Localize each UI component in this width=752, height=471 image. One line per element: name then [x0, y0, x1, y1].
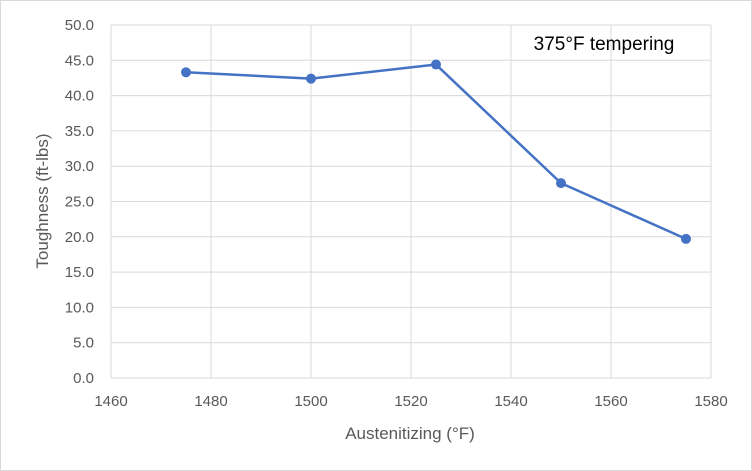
chart-annotation: 375°F tempering	[534, 34, 675, 55]
x-tick-label: 1580	[694, 393, 727, 410]
series-layer	[181, 59, 691, 244]
x-tick-label: 1540	[494, 393, 527, 410]
y-axis-title: Toughness (ft-lbs)	[33, 133, 52, 268]
y-tick-label: 20.0	[65, 229, 94, 246]
x-tick-label: 1480	[194, 393, 227, 410]
gridlines	[110, 24, 712, 379]
data-point	[681, 233, 691, 244]
data-point	[431, 59, 441, 70]
x-tick-label: 1500	[294, 393, 327, 410]
y-tick-label: 40.0	[65, 88, 94, 105]
y-tick-label: 15.0	[65, 264, 94, 281]
y-tick-label: 30.0	[65, 158, 94, 175]
data-point	[181, 67, 191, 78]
data-point	[306, 73, 316, 84]
y-tick-label: 0.0	[73, 370, 94, 387]
x-tick-label: 1520	[394, 393, 427, 410]
x-axis-ticks: 1460 1480 1500 1520 1540 1560 1580	[94, 393, 727, 410]
y-tick-label: 45.0	[65, 52, 94, 69]
x-axis-title: Austenitizing (°F)	[345, 424, 475, 443]
x-tick-label: 1560	[594, 393, 627, 410]
y-tick-label: 50.0	[65, 17, 94, 34]
y-tick-label: 5.0	[73, 335, 94, 352]
y-tick-label: 35.0	[65, 123, 94, 140]
x-tick-label: 1460	[94, 393, 127, 410]
y-tick-label: 25.0	[65, 194, 94, 211]
y-axis-ticks: 0.0 5.0 10.0 15.0 20.0 25.0 30.0 35.0 40.0 45.0 50…	[65, 17, 94, 387]
y-tick-label: 10.0	[65, 299, 94, 316]
data-point	[556, 178, 566, 189]
